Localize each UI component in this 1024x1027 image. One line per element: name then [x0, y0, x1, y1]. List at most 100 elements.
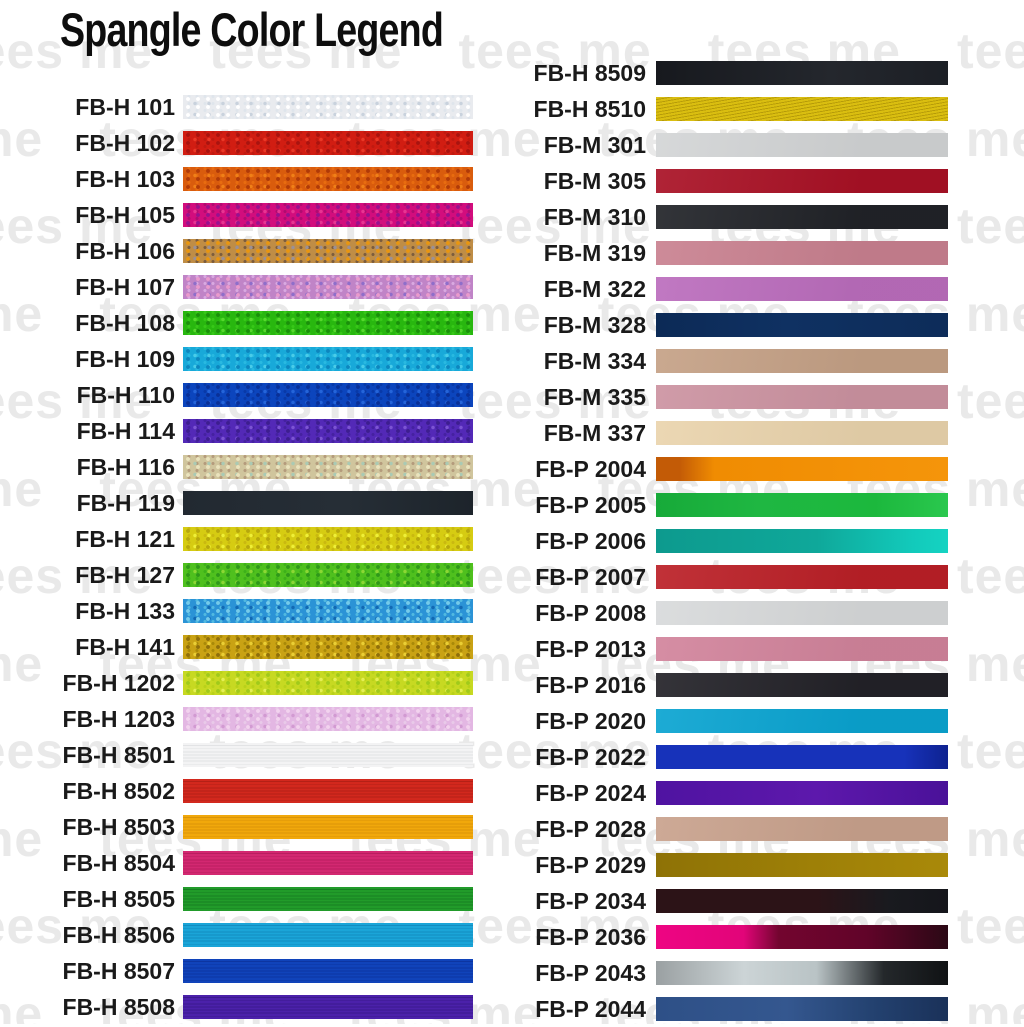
legend-row: FB-M 337 — [480, 415, 948, 451]
swatch-label: FB-H 114 — [76, 417, 175, 444]
color-swatch — [183, 491, 473, 515]
color-swatch — [656, 493, 948, 517]
swatch-label: FB-H 8506 — [62, 921, 175, 948]
swatch-label: FB-H 1202 — [62, 669, 175, 696]
color-swatch — [183, 779, 473, 803]
swatch-label: FB-H 8508 — [62, 993, 175, 1020]
legend-row: FB-H 8508 — [0, 989, 473, 1025]
swatch-label: FB-H 8505 — [62, 885, 175, 912]
color-swatch — [656, 97, 948, 121]
color-swatch — [656, 61, 948, 85]
legend-row: FB-P 2029 — [480, 847, 948, 883]
color-swatch — [183, 419, 473, 443]
swatch-label: FB-H 109 — [75, 345, 175, 372]
legend-row: FB-H 110 — [0, 377, 473, 413]
swatch-label: FB-P 2024 — [535, 779, 646, 806]
legend-row: FB-H 8503 — [0, 809, 473, 845]
swatch-label: FB-P 2004 — [535, 455, 646, 482]
color-swatch — [183, 167, 473, 191]
swatch-label: FB-P 2034 — [535, 887, 646, 914]
color-swatch — [656, 997, 948, 1021]
color-swatch — [183, 959, 473, 983]
swatch-label: FB-P 2020 — [535, 707, 646, 734]
legend-row: FB-P 2008 — [480, 595, 948, 631]
legend-row: FB-H 119 — [0, 485, 473, 521]
swatch-label: FB-H 119 — [76, 489, 175, 516]
swatch-label: FB-M 334 — [543, 347, 646, 374]
color-swatch — [183, 671, 473, 695]
legend-row: FB-H 106 — [0, 233, 473, 269]
watermark-text: tees me — [956, 198, 1024, 254]
color-swatch — [656, 565, 948, 589]
color-swatch — [656, 529, 948, 553]
swatch-label: FB-H 101 — [75, 93, 175, 120]
swatch-label: FB-H 108 — [75, 309, 175, 336]
legend-row: FB-M 319 — [480, 235, 948, 271]
color-swatch — [656, 457, 948, 481]
legend-row: FB-P 2006 — [480, 523, 948, 559]
legend-row: FB-H 102 — [0, 125, 473, 161]
legend-row: FB-P 2024 — [480, 775, 948, 811]
color-swatch — [183, 131, 473, 155]
color-swatch — [183, 635, 473, 659]
swatch-label: FB-P 2022 — [535, 743, 646, 770]
color-swatch — [656, 925, 948, 949]
legend-row: FB-M 335 — [480, 379, 948, 415]
legend-row: FB-H 8506 — [0, 917, 473, 953]
legend-row: FB-H 114 — [0, 413, 473, 449]
swatch-label: FB-M 305 — [543, 167, 646, 194]
color-swatch — [183, 455, 473, 479]
legend-row: FB-M 305 — [480, 163, 948, 199]
legend-row: FB-H 103 — [0, 161, 473, 197]
swatch-label: FB-H 103 — [75, 165, 175, 192]
watermark-text: tees me — [956, 23, 1024, 79]
legend-column-right: FB-H 8509 FB-H 8510 FB-M 301 FB-M 305 FB-M 3… — [480, 55, 948, 1027]
swatch-label: FB-H 116 — [76, 453, 175, 480]
swatch-label: FB-P 2036 — [535, 923, 646, 950]
color-swatch — [656, 205, 948, 229]
watermark-text: tees me — [956, 548, 1024, 604]
color-swatch — [656, 349, 948, 373]
swatch-label: FB-M 310 — [543, 203, 646, 230]
legend-row: FB-P 2028 — [480, 811, 948, 847]
color-swatch — [183, 347, 473, 371]
legend-row: FB-H 8502 — [0, 773, 473, 809]
swatch-label: FB-P 2029 — [535, 851, 646, 878]
legend-row: FB-P 2016 — [480, 667, 948, 703]
legend-row: FB-P 2013 — [480, 631, 948, 667]
swatch-label: FB-M 335 — [543, 383, 646, 410]
swatch-label: FB-H 141 — [75, 633, 175, 660]
color-swatch — [183, 707, 473, 731]
legend-row: FB-H 127 — [0, 557, 473, 593]
swatch-label: FB-P 2016 — [535, 671, 646, 698]
legend-row: FB-H 8507 — [0, 953, 473, 989]
color-swatch — [183, 203, 473, 227]
swatch-label: FB-P 2006 — [535, 527, 646, 554]
color-swatch — [656, 385, 948, 409]
color-swatch — [183, 995, 473, 1019]
swatch-label: FB-M 322 — [543, 275, 646, 302]
swatch-label: FB-H 105 — [75, 201, 175, 228]
swatch-label: FB-P 2008 — [535, 599, 646, 626]
color-swatch — [656, 673, 948, 697]
legend-row: FB-P 2020 — [480, 703, 948, 739]
color-swatch — [656, 169, 948, 193]
legend-row: FB-P 2043 — [480, 955, 948, 991]
swatch-label: FB-H 8509 — [533, 59, 646, 86]
swatch-label: FB-M 319 — [543, 239, 646, 266]
legend-row: FB-M 322 — [480, 271, 948, 307]
swatch-label: FB-P 2028 — [535, 815, 646, 842]
color-swatch — [183, 887, 473, 911]
swatch-label: FB-H 8502 — [62, 777, 175, 804]
legend-row: FB-P 2005 — [480, 487, 948, 523]
legend-row: FB-H 8509 — [480, 55, 948, 91]
swatch-label: FB-H 127 — [75, 561, 175, 588]
color-swatch — [183, 599, 473, 623]
legend-row: FB-H 8501 — [0, 737, 473, 773]
color-swatch — [183, 527, 473, 551]
legend-row: FB-H 121 — [0, 521, 473, 557]
watermark-text: tees me — [956, 723, 1024, 779]
legend-row: FB-H 1202 — [0, 665, 473, 701]
color-swatch — [656, 745, 948, 769]
legend-row: FB-P 2036 — [480, 919, 948, 955]
